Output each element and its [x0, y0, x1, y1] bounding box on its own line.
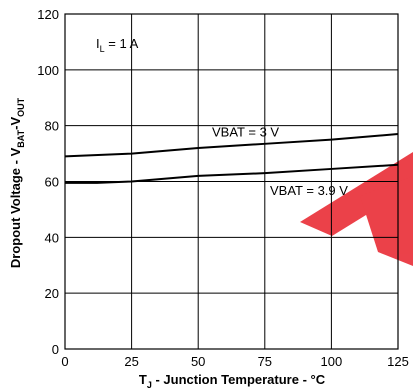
- series-group: [64, 133, 399, 184]
- series-label-vbat-3-9v: VBAT = 3.9 V: [270, 183, 348, 198]
- condition-label: IL = 1 A: [96, 36, 139, 54]
- y-tick-label-0: 0: [52, 342, 59, 357]
- x-tick-labels: 0 25 50 75 100 125: [61, 354, 408, 369]
- x-tick-label-5: 125: [387, 354, 409, 369]
- x-tick-label-4: 100: [321, 354, 343, 369]
- grid: [64, 13, 399, 350]
- y-tick-label-1: 20: [45, 286, 59, 301]
- x-axis-title: TJ - Junction Temperature - °C: [139, 372, 326, 390]
- series-label-vbat-3v: VBAT = 3 V: [212, 124, 279, 139]
- y-tick-label-3: 60: [45, 175, 59, 190]
- y-tick-label-5: 100: [37, 63, 59, 78]
- watermark-logo: [300, 152, 413, 266]
- y-tick-label-4: 80: [45, 119, 59, 134]
- y-tick-label-6: 120: [37, 7, 59, 22]
- y-tick-label-2: 40: [45, 230, 59, 245]
- x-tick-label-0: 0: [61, 354, 68, 369]
- x-tick-label-3: 75: [258, 354, 272, 369]
- y-axis-title: Dropout Voltage - VBAT-VOUT: [8, 97, 26, 268]
- x-tick-label-2: 50: [191, 354, 205, 369]
- series-line-1: [65, 163, 399, 184]
- plot-frame: [64, 13, 399, 350]
- y-tick-labels: 0 20 40 60 80 100 120: [37, 7, 59, 357]
- series-line-0: [64, 133, 399, 158]
- x-tick-label-1: 25: [124, 354, 138, 369]
